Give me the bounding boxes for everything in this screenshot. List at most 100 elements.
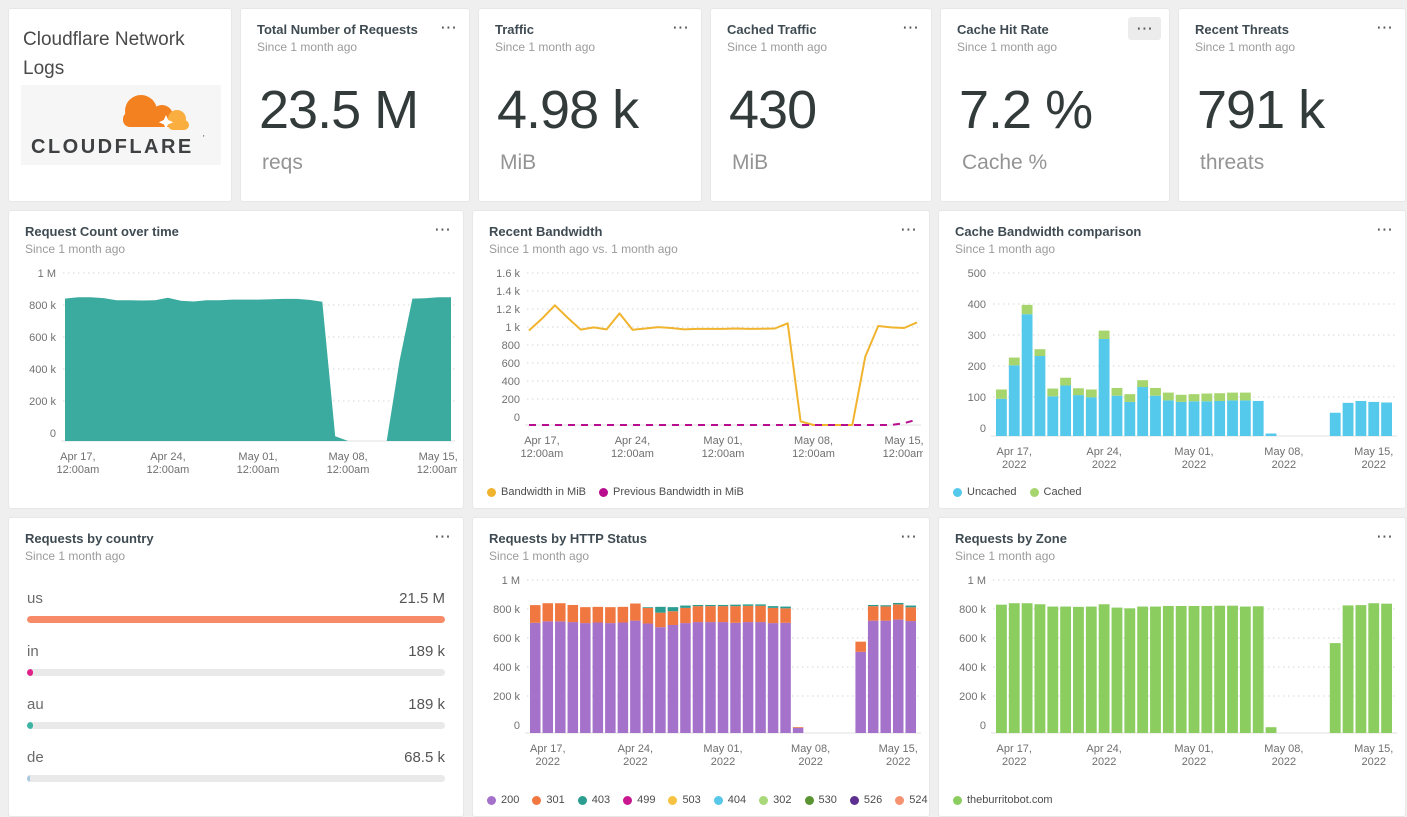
legend-item-403[interactable]: 403: [577, 794, 611, 806]
svg-text:May 15,: May 15,: [884, 435, 923, 447]
svg-text:400 k: 400 k: [493, 662, 520, 674]
svg-text:May 01,: May 01,: [238, 451, 277, 463]
country-row-in: in 189 k: [27, 643, 445, 676]
panel-menu-icon[interactable]: ⋯: [1376, 220, 1393, 239]
svg-text:1 M: 1 M: [502, 575, 520, 587]
panel-title: Recent Bandwidth: [489, 224, 603, 239]
svg-text:2022: 2022: [1272, 756, 1296, 768]
panel-menu-icon[interactable]: ⋯: [1376, 527, 1393, 546]
panel-subtitle: Since 1 month ago: [957, 40, 1058, 54]
panel-menu-icon[interactable]: ⋯: [434, 220, 451, 239]
svg-text:200 k: 200 k: [29, 396, 56, 408]
panel-menu-icon[interactable]: ⋯: [440, 18, 457, 37]
svg-text:800 k: 800 k: [959, 604, 986, 616]
svg-text:200 k: 200 k: [493, 691, 520, 703]
cloudflare-logo: CLOUDFLARE ': [21, 85, 221, 165]
stat-panel-traffic: Traffic Since 1 month ago ⋯ 4.98 k MiB: [478, 8, 702, 202]
svg-text:800 k: 800 k: [29, 300, 56, 312]
legend-item-524[interactable]: 524: [895, 794, 928, 806]
legend-item-theburritobot-com[interactable]: theburritobot.com: [953, 794, 1053, 806]
legend-dot-icon: [953, 795, 962, 805]
legend-item-530[interactable]: 530: [804, 794, 837, 806]
legend-item-301[interactable]: 301: [532, 794, 565, 806]
svg-text:0: 0: [514, 412, 520, 424]
legend-label: Bandwidth in MiB: [501, 486, 586, 498]
country-row-au: au 189 k: [27, 696, 445, 729]
country-value: 189 k: [408, 643, 445, 660]
country-bar-track: [27, 669, 445, 676]
stat-panel-total-requests: Total Number of Requests Since 1 month a…: [240, 8, 470, 202]
panel-menu-icon[interactable]: ⋯: [900, 220, 917, 239]
svg-text:2022: 2022: [623, 756, 647, 768]
legend-dot-icon: [487, 795, 496, 805]
legend-item-503[interactable]: 503: [668, 794, 701, 806]
svg-text:12:00am: 12:00am: [702, 448, 745, 460]
legend-item-404[interactable]: 404: [713, 794, 746, 806]
legend-dot-icon: [895, 795, 905, 805]
panel-subtitle: Since 1 month ago: [25, 549, 126, 563]
legend-dot-icon: [623, 795, 633, 805]
legend-item-previous-bandwidth-in-mib[interactable]: Previous Bandwidth in MiB: [599, 486, 744, 498]
stat-value: 23.5 M: [259, 80, 419, 140]
svg-text:200: 200: [968, 361, 986, 373]
request-count-area-chart: 1 M 800 k 600 k 400 k 200 k 0 Apr 17, 12:00am Ap…: [19, 261, 457, 479]
legend-label: 530: [818, 794, 837, 806]
svg-text:0: 0: [980, 423, 986, 435]
legend-item-bandwidth-in-mib[interactable]: Bandwidth in MiB: [487, 486, 586, 498]
svg-text:400: 400: [968, 299, 986, 311]
legend-dot-icon: [487, 487, 496, 497]
panel-subtitle: Since 1 month ago: [489, 549, 590, 563]
svg-text:CLOUDFLARE: CLOUDFLARE: [31, 136, 194, 158]
panel-title: Cache Hit Rate: [957, 22, 1049, 37]
legend-item-cached[interactable]: Cached: [1029, 486, 1081, 498]
country-value: 68.5 k: [404, 749, 445, 766]
svg-text:0: 0: [50, 428, 56, 440]
svg-text:May 01,: May 01,: [1174, 743, 1213, 755]
stat-unit: reqs: [262, 151, 303, 174]
legend-dot-icon: [532, 795, 542, 805]
panel-title: Total Number of Requests: [257, 22, 418, 37]
country-bar-list: us 21.5 M in 189 k au 189 k de 68.5 k: [27, 590, 445, 802]
panel-menu-icon[interactable]: ⋯: [1376, 18, 1393, 37]
panel-menu-icon[interactable]: ⋯: [672, 18, 689, 37]
legend-label: 499: [637, 794, 656, 806]
svg-text:2022: 2022: [711, 756, 735, 768]
legend-label: 503: [682, 794, 701, 806]
legend-item-200[interactable]: 200: [487, 794, 519, 806]
svg-text:1.2 k: 1.2 k: [496, 304, 520, 316]
cache-bandwidth-bar-chart: 500 400 300 200 100 0 Apr 17, 2022 Apr 24, 2022 Ma…: [949, 261, 1399, 474]
country-value: 21.5 M: [399, 590, 445, 607]
panel-subtitle: Since 1 month ago: [955, 242, 1056, 256]
panel-subtitle: Since 1 month ago: [25, 242, 126, 256]
svg-text:400: 400: [502, 376, 520, 388]
svg-text:12:00am: 12:00am: [521, 448, 564, 460]
svg-text:1 k: 1 k: [505, 322, 520, 334]
legend-label: 403: [591, 794, 611, 806]
panel-menu-icon[interactable]: ⋯: [902, 18, 919, 37]
panel-menu-icon[interactable]: ⋯: [434, 527, 451, 546]
chart-panel-requests-by-zone: Requests by Zone Since 1 month ago ⋯ 1 M…: [938, 517, 1406, 817]
svg-text:Apr 24,: Apr 24,: [615, 435, 650, 447]
legend-item-499[interactable]: 499: [623, 794, 655, 806]
legend-dot-icon: [599, 487, 608, 497]
country-name: au: [27, 696, 44, 713]
legend-item-526[interactable]: 526: [849, 794, 882, 806]
panel-menu-icon[interactable]: ⋯: [1128, 17, 1161, 40]
stat-unit: MiB: [500, 151, 537, 174]
panel-menu-icon[interactable]: ⋯: [900, 527, 917, 546]
legend-label: 301: [546, 794, 565, 806]
cloudflare-logo-icon: CLOUDFLARE ': [31, 95, 205, 158]
chart-panel-recent-bandwidth: Recent Bandwidth Since 1 month ago vs. 1…: [472, 210, 930, 509]
legend-dot-icon: [1029, 487, 1039, 497]
svg-text:May 08,: May 08,: [794, 435, 833, 447]
svg-text:May 01,: May 01,: [703, 743, 742, 755]
svg-text:12:00am: 12:00am: [56, 464, 99, 476]
legend-item-302[interactable]: 302: [759, 794, 792, 806]
svg-text:12:00am: 12:00am: [611, 448, 654, 460]
legend-item-uncached[interactable]: Uncached: [953, 486, 1017, 498]
country-row-us: us 21.5 M: [27, 590, 445, 623]
svg-text:May 15,: May 15,: [879, 743, 918, 755]
